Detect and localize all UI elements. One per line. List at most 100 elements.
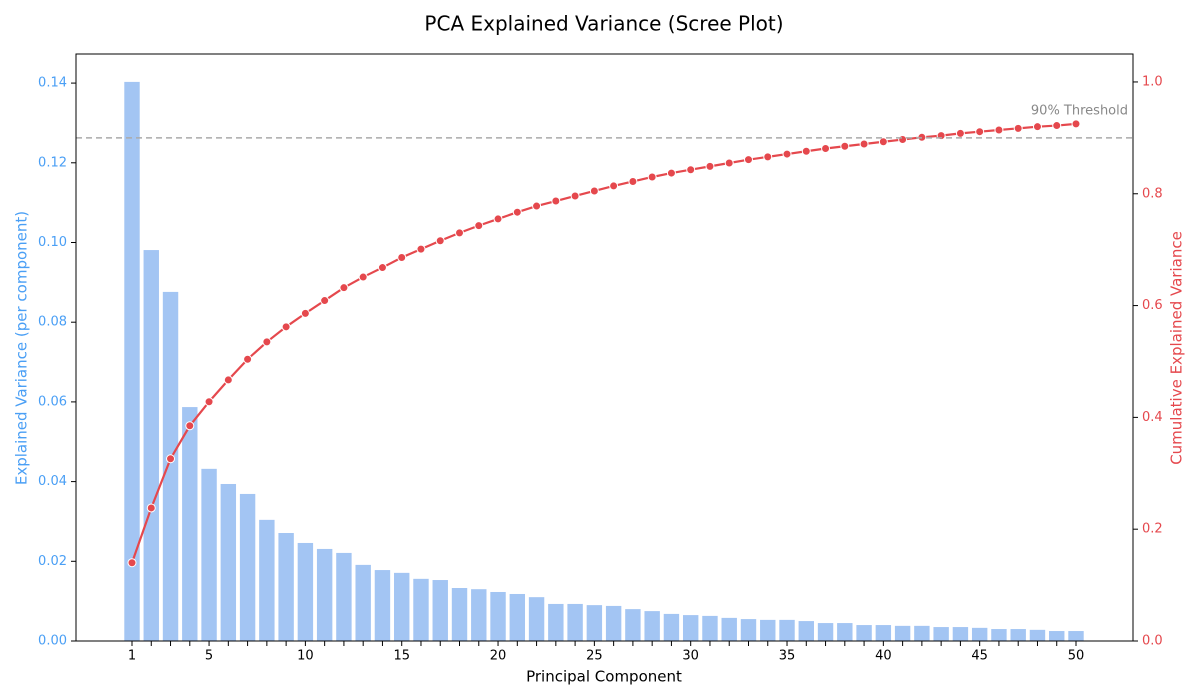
bar	[355, 564, 371, 641]
x-tick-label: 1	[128, 649, 136, 664]
line-point	[859, 139, 869, 149]
x-tick-label: 50	[1068, 649, 1085, 664]
bar	[933, 627, 949, 641]
line-point	[223, 375, 233, 385]
x-tick-label: 45	[971, 649, 988, 664]
line-point	[724, 158, 734, 168]
bar	[509, 593, 526, 641]
bar	[143, 250, 159, 641]
y-tick-label: 0.08	[38, 315, 67, 330]
bar	[875, 625, 892, 641]
bar	[605, 605, 622, 641]
threshold-label: 90% Threshold	[1031, 103, 1128, 118]
line-point	[1071, 119, 1081, 129]
line-point	[455, 228, 465, 238]
plot-frame	[75, 53, 1134, 642]
y-tick-label: 0.04	[38, 474, 67, 489]
line-point	[878, 137, 888, 147]
x-tick-label: 35	[779, 649, 796, 664]
y-tick-label: 0.02	[38, 554, 67, 569]
y2-tick-label: 0.4	[1142, 410, 1163, 425]
line-point	[377, 263, 387, 273]
bar	[413, 578, 429, 641]
bar	[124, 81, 140, 642]
bar	[625, 609, 641, 641]
bar	[1068, 631, 1084, 641]
line-point	[686, 165, 696, 175]
line-point	[532, 201, 542, 211]
bar	[682, 615, 699, 641]
line-point	[416, 244, 426, 254]
y-tick-label: 0.14	[38, 76, 67, 91]
line-point	[782, 149, 792, 159]
bar	[702, 615, 718, 641]
line	[130, 122, 1077, 564]
bar	[201, 468, 217, 641]
line-point	[127, 558, 137, 568]
line-point	[435, 236, 445, 246]
line-point	[589, 186, 599, 196]
line-point	[570, 191, 580, 201]
y-axis-label: Explained Variance (per component)	[13, 211, 31, 485]
bar	[952, 627, 969, 641]
line-point	[243, 354, 253, 364]
line-point	[185, 421, 195, 431]
line-point	[994, 125, 1004, 135]
y2-axis-label: Cumulative Explained Variance	[1168, 231, 1186, 465]
y-tick-label: 0.10	[38, 235, 67, 250]
bar	[817, 623, 834, 641]
bar	[490, 591, 506, 641]
line-point	[628, 176, 638, 186]
bar	[856, 625, 872, 641]
y2-tick-label: 0.8	[1142, 186, 1163, 201]
line-point	[397, 252, 407, 262]
bar	[991, 629, 1007, 641]
bar	[567, 603, 583, 641]
bar	[220, 483, 237, 641]
bar	[721, 617, 737, 641]
bar	[451, 587, 468, 641]
line-point	[512, 207, 522, 217]
bar	[394, 572, 410, 641]
line-point	[1013, 123, 1023, 133]
bar	[1049, 631, 1065, 641]
line-point	[705, 161, 715, 171]
x-tick-label: 30	[682, 649, 699, 664]
bar	[528, 597, 545, 641]
bar	[432, 580, 448, 641]
line-point	[763, 152, 773, 162]
line-point	[1052, 121, 1062, 131]
chart-title: PCA Explained Variance (Scree Plot)	[424, 12, 783, 36]
bar	[336, 552, 352, 641]
line-point	[320, 296, 330, 306]
line-point	[146, 503, 156, 513]
line-point	[551, 196, 561, 206]
line-point	[975, 127, 985, 137]
bar	[837, 623, 853, 641]
line-point	[840, 141, 850, 151]
bar	[1029, 629, 1046, 641]
bar	[914, 625, 930, 641]
bar	[297, 542, 314, 641]
bar	[740, 619, 757, 641]
bar	[663, 613, 680, 641]
line-point	[166, 454, 176, 464]
x-tick-label: 40	[875, 649, 892, 664]
line-point	[801, 146, 811, 156]
bar	[1010, 629, 1026, 641]
line-point	[474, 221, 484, 231]
bar	[259, 519, 275, 641]
bar	[798, 621, 814, 641]
line-point	[204, 397, 214, 407]
line-point	[281, 322, 291, 332]
x-tick-label: 15	[393, 649, 410, 664]
line-point	[898, 135, 908, 145]
line-point	[609, 181, 619, 191]
bar	[239, 493, 256, 641]
y2-tick-label: 0.0	[1142, 634, 1163, 649]
x-tick-label: 25	[586, 649, 603, 664]
bar	[971, 627, 988, 641]
bar	[316, 548, 333, 641]
bar	[162, 291, 179, 641]
